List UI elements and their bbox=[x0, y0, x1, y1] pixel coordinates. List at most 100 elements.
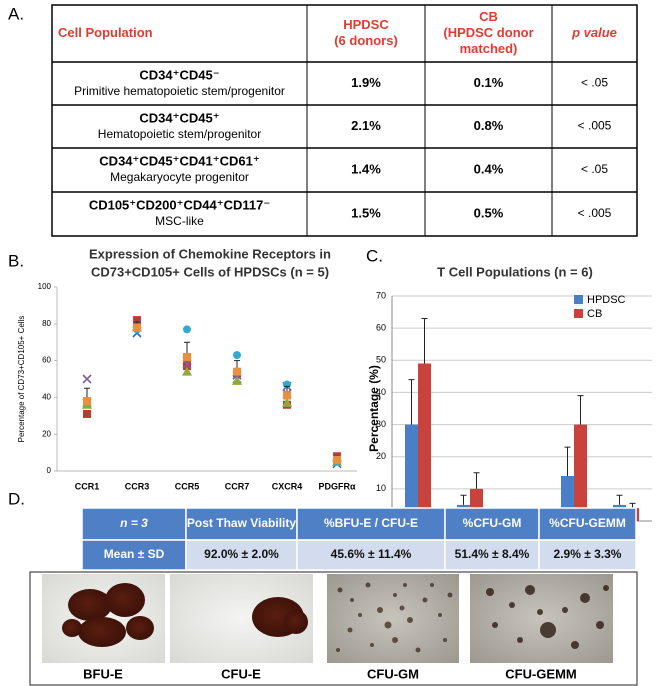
value-cell: 0.1% bbox=[474, 75, 504, 90]
header-cell: Cell Population bbox=[58, 25, 153, 40]
error-bar bbox=[408, 379, 415, 425]
marker bbox=[133, 316, 141, 325]
bar bbox=[405, 424, 418, 521]
population: CD105⁺CD200⁺CD44⁺CD117⁻ bbox=[89, 197, 270, 212]
marker bbox=[82, 374, 92, 384]
header-cell: n = 3 bbox=[120, 516, 148, 530]
cell-bg bbox=[444, 539, 540, 571]
population: CD34⁺CD45⁺ bbox=[139, 110, 219, 125]
value-cell: 1.4% bbox=[351, 161, 381, 176]
image-label: CFU-GEMM bbox=[505, 666, 577, 681]
data-cell: 45.6% ± 11.4% bbox=[331, 547, 412, 561]
data-cell: 2.9% ± 3.3% bbox=[554, 547, 622, 561]
chart-title: T Cell Populations (n = 6) bbox=[437, 264, 593, 279]
image-label: CFU-E bbox=[221, 666, 261, 681]
description: Hematopoietic stem/progenitor bbox=[98, 127, 261, 141]
legend-swatch bbox=[574, 309, 583, 318]
y-tick-label: 30 bbox=[376, 419, 386, 429]
y-tick-label: 50 bbox=[376, 355, 386, 365]
p-cell: < .05 bbox=[581, 76, 608, 90]
error-bar bbox=[564, 446, 571, 476]
header-cell-bg bbox=[81, 507, 187, 541]
marker bbox=[183, 362, 191, 371]
legend-label: HPDSC bbox=[587, 294, 626, 306]
x-tick-label: CCR1 bbox=[75, 481, 100, 491]
marker bbox=[183, 325, 191, 334]
x-tick-label: CXCR4 bbox=[272, 481, 303, 491]
marker bbox=[233, 367, 241, 376]
legend-swatch bbox=[574, 295, 583, 304]
panel-label: C. bbox=[366, 246, 383, 265]
p-cell: < .005 bbox=[578, 206, 612, 220]
image-cfu-gemm bbox=[470, 574, 613, 663]
marker bbox=[282, 397, 292, 407]
image-label: BFU-E bbox=[83, 666, 123, 681]
value-cell: 0.8% bbox=[474, 118, 504, 133]
y-tick-label: 80 bbox=[42, 319, 51, 328]
panel-label: D. bbox=[8, 489, 25, 508]
error-bar bbox=[421, 318, 428, 364]
marker bbox=[83, 397, 91, 406]
y-tick-label: 60 bbox=[42, 356, 51, 365]
x-tick-label: CCR3 bbox=[125, 481, 150, 491]
panel-label: B. bbox=[8, 251, 24, 270]
header-cell: Post Thaw Viability bbox=[187, 516, 296, 530]
error-bar bbox=[460, 494, 467, 505]
y-tick-label: 60 bbox=[376, 323, 386, 333]
bar bbox=[574, 424, 587, 521]
marker bbox=[283, 391, 291, 400]
header-cell: %CFU-GEMM bbox=[549, 516, 626, 530]
value-cell: 0.5% bbox=[474, 205, 504, 220]
error-bar bbox=[473, 472, 480, 489]
header-cell-bg bbox=[296, 507, 446, 541]
marker bbox=[232, 375, 242, 385]
panel-label: A. bbox=[8, 4, 24, 23]
header-cell: (HPDSC donor bbox=[443, 25, 533, 40]
data-cell: 92.0% ± 2.0% bbox=[204, 547, 279, 561]
image-cfu-e bbox=[170, 574, 313, 663]
error-bar bbox=[577, 395, 584, 425]
y-tick-label: 10 bbox=[376, 483, 386, 493]
data-cell: 51.4% ± 8.4% bbox=[455, 547, 530, 561]
chart-title: Expression of Chemokine Receptors in bbox=[89, 246, 331, 261]
value-cell: 1.5% bbox=[351, 205, 381, 220]
marker bbox=[233, 351, 241, 360]
value-cell: 2.1% bbox=[351, 118, 381, 133]
marker bbox=[182, 366, 192, 376]
bar bbox=[418, 363, 431, 521]
p-cell: < .05 bbox=[581, 162, 608, 176]
header-cell: matched) bbox=[460, 41, 518, 56]
x-tick-label: CCR5 bbox=[175, 481, 200, 491]
description: Megakaryocyte progenitor bbox=[110, 170, 249, 184]
header-cell: %BFU-E / CFU-E bbox=[324, 516, 418, 530]
population: CD34⁺CD45⁺CD41⁺CD61⁺ bbox=[99, 153, 259, 168]
y-tick-label: 20 bbox=[42, 429, 51, 438]
marker bbox=[83, 409, 91, 418]
value-cell: 1.9% bbox=[351, 75, 381, 90]
chart-title: CD73+CD105+ Cells of HPDSCs (n = 5) bbox=[91, 264, 329, 279]
y-tick-label: 40 bbox=[376, 387, 386, 397]
cell-bg bbox=[538, 539, 637, 571]
y-tick-label: 0 bbox=[47, 466, 52, 475]
image-label: CFU-GM bbox=[367, 666, 419, 681]
y-tick-label: 100 bbox=[38, 282, 52, 291]
y-tick-label: 40 bbox=[42, 393, 51, 402]
description: MSC-like bbox=[155, 214, 204, 228]
marker bbox=[183, 352, 191, 361]
p-cell: < .005 bbox=[578, 119, 612, 133]
image-cfu-gm bbox=[327, 574, 459, 663]
error-bar bbox=[616, 494, 623, 505]
value-cell: 0.4% bbox=[474, 161, 504, 176]
legend-label: CB bbox=[587, 308, 602, 320]
description: Primitive hematopoietic stem/progenitor bbox=[74, 84, 285, 98]
y-tick-label: 20 bbox=[376, 451, 386, 461]
header-cell: (6 donors) bbox=[334, 33, 398, 48]
y-axis-label: Percentage of CD73+CD105+ Cells bbox=[17, 316, 26, 443]
x-tick-label: CCR7 bbox=[225, 481, 250, 491]
y-tick-label: 70 bbox=[376, 290, 386, 300]
image-bfu-e bbox=[42, 574, 165, 663]
header-cell: CB bbox=[479, 9, 498, 24]
cell-bg bbox=[296, 539, 446, 571]
